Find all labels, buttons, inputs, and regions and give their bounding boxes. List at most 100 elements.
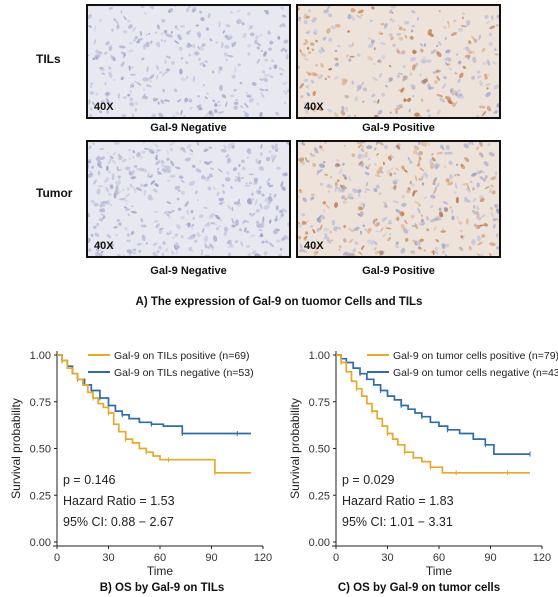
cell-nucleus xyxy=(93,39,97,45)
cell-nucleus xyxy=(318,108,323,112)
cell-nucleus xyxy=(159,71,163,74)
cell-nucleus xyxy=(418,204,421,207)
cell-nucleus xyxy=(485,91,491,98)
cell-nucleus xyxy=(256,102,260,106)
cell-nucleus xyxy=(366,145,373,150)
cell-nucleus xyxy=(447,99,453,105)
cell-nucleus xyxy=(282,208,288,213)
cell-nucleus xyxy=(341,79,347,86)
cell-nucleus xyxy=(236,9,241,13)
cell-nucleus xyxy=(387,236,392,242)
cell-nucleus xyxy=(180,215,185,220)
cell-nucleus xyxy=(304,157,308,163)
cell-nucleus xyxy=(411,64,416,71)
cell-nucleus xyxy=(129,73,136,76)
cell-nucleus xyxy=(169,230,172,235)
cell-nucleus xyxy=(201,175,206,180)
cell-nucleus xyxy=(141,150,146,154)
cell-nucleus xyxy=(420,218,424,223)
cell-nucleus xyxy=(365,181,369,187)
cell-nucleus xyxy=(477,171,483,174)
cell-nucleus xyxy=(352,248,357,253)
cell-nucleus xyxy=(107,170,112,174)
cell-nucleus xyxy=(142,43,147,50)
cell-nucleus xyxy=(488,187,492,194)
cell-nucleus xyxy=(262,77,268,83)
cell-nucleus xyxy=(242,110,248,115)
cell-nucleus xyxy=(388,33,393,37)
cell-nucleus xyxy=(410,29,414,33)
cell-nucleus xyxy=(133,165,138,168)
cell-nucleus xyxy=(374,174,382,178)
cell-nucleus xyxy=(264,58,269,62)
x-tick-label: 30 xyxy=(102,552,114,564)
cell-nucleus xyxy=(451,209,454,214)
cell-nucleus xyxy=(309,224,314,229)
cell-nucleus xyxy=(235,175,238,178)
cell-nucleus xyxy=(280,6,285,10)
y-tick-label: 0.75 xyxy=(30,397,51,409)
cell-nucleus xyxy=(281,23,286,28)
cell-nucleus xyxy=(486,73,491,76)
cell-nucleus xyxy=(231,74,236,79)
cell-nucleus xyxy=(211,112,215,117)
cell-nucleus xyxy=(360,245,365,250)
cell-nucleus xyxy=(257,189,262,194)
cell-nucleus xyxy=(140,218,144,223)
cell-nucleus xyxy=(380,22,385,26)
cell-nucleus xyxy=(434,162,438,169)
cell-nucleus xyxy=(257,58,261,62)
cell-nucleus xyxy=(343,197,348,201)
cell-nucleus xyxy=(374,222,381,227)
cell-nucleus xyxy=(122,96,127,99)
cell-nucleus xyxy=(468,142,472,146)
cell-nucleus xyxy=(309,106,315,112)
cell-nucleus xyxy=(258,166,265,171)
cell-nucleus xyxy=(89,85,93,88)
cell-nucleus xyxy=(108,45,113,52)
cell-nucleus xyxy=(317,74,323,80)
cell-nucleus xyxy=(317,215,321,221)
cell-nucleus xyxy=(269,67,272,70)
cell-nucleus xyxy=(129,183,133,188)
cell-nucleus xyxy=(372,100,378,104)
cell-nucleus xyxy=(260,92,265,99)
cell-nucleus xyxy=(477,75,482,79)
cell-nucleus xyxy=(496,208,499,214)
cell-nucleus xyxy=(375,184,380,189)
cell-nucleus xyxy=(136,40,140,44)
cell-nucleus xyxy=(327,13,333,17)
cell-nucleus xyxy=(488,252,492,256)
cell-nucleus xyxy=(329,230,333,234)
cell-nucleus xyxy=(476,182,480,188)
cell-nucleus xyxy=(418,222,422,226)
cell-nucleus xyxy=(88,172,94,178)
cell-nucleus xyxy=(422,56,427,61)
cell-nucleus xyxy=(319,182,324,186)
cell-nucleus xyxy=(140,6,145,9)
cell-nucleus xyxy=(372,220,376,225)
cell-nucleus xyxy=(204,223,211,228)
cell-nucleus xyxy=(196,232,201,238)
cell-nucleus xyxy=(351,153,356,158)
cell-nucleus xyxy=(394,244,400,249)
cell-nucleus xyxy=(157,101,160,105)
cell-nucleus xyxy=(177,34,182,41)
cell-nucleus xyxy=(323,9,329,14)
cell-nucleus xyxy=(323,235,328,240)
cell-nucleus xyxy=(274,149,278,152)
cell-nucleus xyxy=(136,155,140,158)
histology-texture xyxy=(298,142,499,256)
cell-nucleus xyxy=(268,242,275,248)
cell-nucleus xyxy=(169,8,173,12)
cell-nucleus xyxy=(256,46,261,50)
cell-nucleus xyxy=(333,226,338,232)
km-plot-tumor: 0.00 0.25 0.50 0.75 1.00 0 30 60 90 120 Time Surviv… xyxy=(279,335,558,597)
cell-nucleus xyxy=(174,233,178,237)
cell-nucleus xyxy=(170,210,174,214)
cell-nucleus xyxy=(283,39,289,44)
cell-nucleus xyxy=(329,176,333,179)
cell-nucleus xyxy=(298,157,305,162)
cell-nucleus xyxy=(442,201,449,205)
cell-nucleus xyxy=(155,223,160,229)
